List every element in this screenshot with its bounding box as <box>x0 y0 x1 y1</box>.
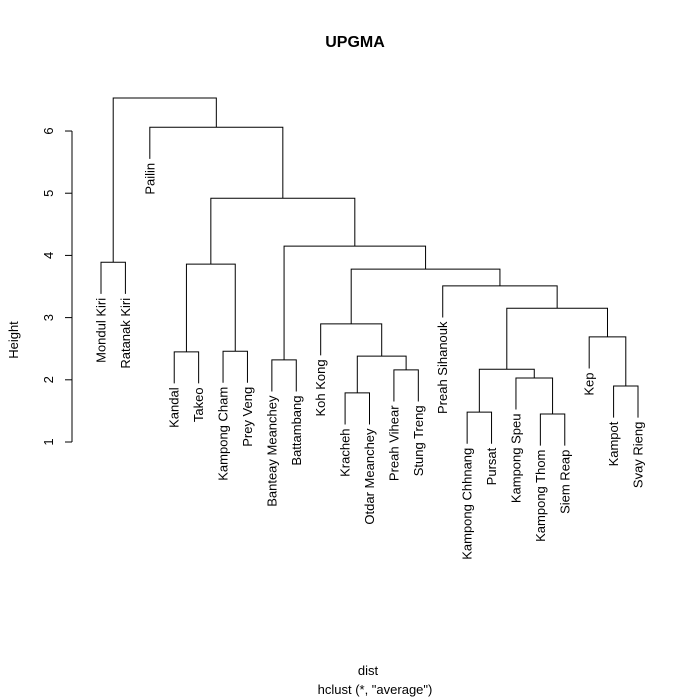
merge-link <box>173 351 200 384</box>
merge-link <box>478 368 535 413</box>
leaf-label: Preah Sihanouk <box>435 321 450 414</box>
x-axis-label: dist <box>358 663 379 678</box>
merge-link <box>320 323 383 357</box>
leaf-label: Pailin <box>142 163 157 195</box>
merge-link <box>210 197 356 265</box>
merge-link <box>466 411 493 444</box>
y-tick-label: 6 <box>41 127 56 134</box>
leaf-label: Ratanak Kiri <box>118 298 133 369</box>
leaf-label: Kampong Chhnang <box>460 448 475 560</box>
merge-link <box>149 126 284 199</box>
leaf-label: Battambang <box>289 395 304 465</box>
merge-link <box>350 268 501 324</box>
leaf-label: Stung Treng <box>411 405 426 476</box>
merge-link <box>506 307 608 370</box>
y-tick-label: 4 <box>41 252 56 259</box>
merge-link <box>613 385 639 418</box>
merge-link <box>442 285 558 318</box>
merge-link <box>356 355 407 393</box>
merge-link <box>344 392 370 425</box>
leaf-label: Otdar Meanchey <box>362 428 377 525</box>
merge-link <box>112 97 217 263</box>
y-tick-label: 1 <box>41 438 56 445</box>
merge-link <box>185 263 236 352</box>
chart-title: UPGMA <box>325 34 385 51</box>
merge-link <box>100 261 126 294</box>
merge-link <box>393 369 419 402</box>
merge-link <box>539 413 566 446</box>
leaf-label: Takeo <box>191 387 206 422</box>
leaf-label: Banteay Meanchey <box>264 395 279 507</box>
leaf-label: Svay Rieng <box>631 422 646 488</box>
leaf-label: Kampong Cham <box>216 387 231 481</box>
leaf-label: Pursat <box>484 447 499 485</box>
y-tick-label: 5 <box>41 190 56 197</box>
leaf-label: Kep <box>582 372 597 395</box>
subtitle: hclust (*, "average") <box>318 682 433 697</box>
merge-link <box>271 359 297 392</box>
leaf-label: Kampong Speu <box>508 414 523 504</box>
leaf-label: Siem Reap <box>557 450 572 514</box>
leaf-label: Koh Kong <box>313 359 328 416</box>
leaf-label: Preah Vihear <box>386 405 401 481</box>
merge-link <box>283 245 427 360</box>
merge-link <box>222 350 248 383</box>
leaf-label: Kracheh <box>338 428 353 476</box>
y-axis-label: Height <box>6 321 21 359</box>
merge-link <box>515 377 554 415</box>
y-tick-label: 2 <box>41 376 56 383</box>
leaf-label: Kampong Thom <box>533 450 548 542</box>
leaf-label: Kampot <box>606 421 621 466</box>
leaf-label: Kandal <box>167 387 182 428</box>
leaf-label: Mondul Kiri <box>94 298 109 363</box>
leaf-label: Prey Veng <box>240 387 255 447</box>
y-tick-label: 3 <box>41 314 56 321</box>
